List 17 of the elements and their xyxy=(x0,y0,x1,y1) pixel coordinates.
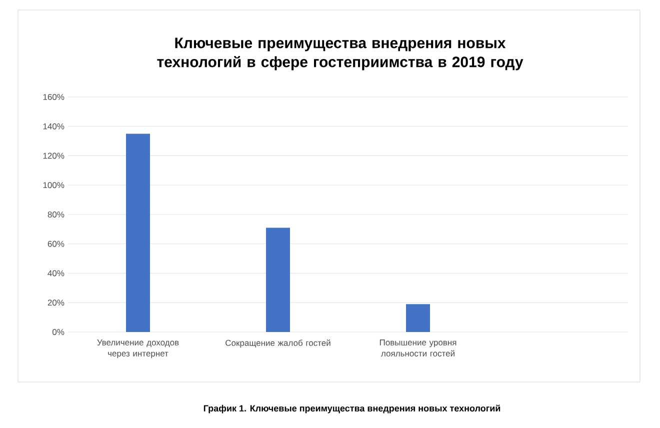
text: График 1. Ключевые преимущества внедрения новых технологий xyxy=(204,404,500,414)
y-tick-label: 60% xyxy=(48,240,64,247)
bar xyxy=(406,304,430,332)
x-tick-label: Сокращение жалоб гостей xyxy=(226,340,330,348)
x-tick-label: Увеличение доходов через интернет xyxy=(97,340,179,358)
y-tick-label: 20% xyxy=(48,300,64,306)
y-tick-label: 140% xyxy=(43,123,64,130)
y-tick-label: 40% xyxy=(48,270,64,276)
x-tick-label: Повышение уровня лояльности гостей xyxy=(380,340,456,356)
y-tick-label: 0% xyxy=(52,328,64,335)
y-tick-label: 100% xyxy=(43,182,64,188)
y-tick-label: 160% xyxy=(43,94,64,100)
y-tick-label: 80% xyxy=(48,211,64,218)
chart-title: Ключевые преимущества внедрения новых технологий в сфере гостеприимства в 2019 году xyxy=(157,38,524,70)
y-tick-label: 120% xyxy=(43,152,64,159)
bar xyxy=(126,134,150,332)
bar xyxy=(266,228,290,332)
